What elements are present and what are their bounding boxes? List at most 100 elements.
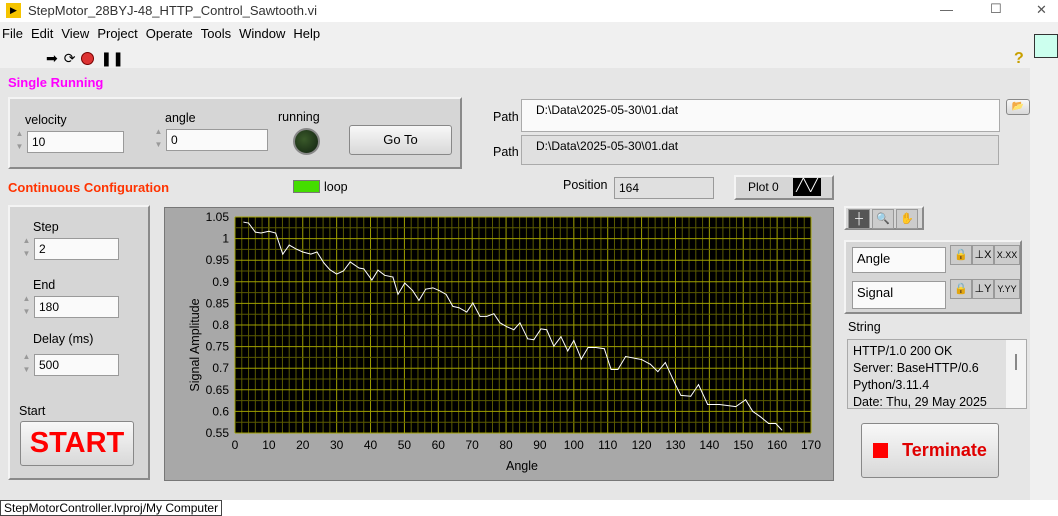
- string-indicator: HTTP/1.0 200 OK Server: BaseHTTP/0.6 Pyt…: [847, 339, 1027, 409]
- menu-file[interactable]: File: [2, 26, 23, 41]
- data-point: [452, 305, 454, 307]
- start-label: Start: [19, 404, 46, 418]
- loop-led: [293, 180, 320, 193]
- data-point: [358, 267, 360, 269]
- end-input[interactable]: 180: [34, 296, 119, 318]
- data-point: [625, 356, 627, 358]
- data-point: [397, 293, 399, 295]
- y-scale-name[interactable]: Signal: [852, 281, 946, 309]
- plot-legend[interactable]: Plot 0 ╱╲╱: [734, 175, 834, 200]
- data-point: [540, 328, 542, 330]
- data-point: [560, 336, 562, 338]
- data-point: [329, 269, 331, 271]
- data-point: [553, 345, 555, 347]
- data-point: [377, 269, 379, 271]
- y-format-button[interactable]: Y.YY: [994, 279, 1020, 299]
- velocity-label: velocity: [25, 113, 67, 127]
- menu-help[interactable]: Help: [293, 26, 321, 41]
- continuous-config-title: Continuous Configuration: [8, 180, 170, 195]
- help-icon[interactable]: ?: [1014, 50, 1024, 67]
- abort-icon[interactable]: [81, 52, 95, 65]
- data-point: [323, 262, 325, 264]
- close-button[interactable]: ✕: [1036, 2, 1047, 17]
- angle-stepper[interactable]: ▲ ▼: [154, 127, 163, 149]
- data-point: [243, 221, 245, 223]
- path-label-1: Path: [493, 110, 519, 124]
- menu-edit[interactable]: Edit: [30, 26, 54, 41]
- velocity-input[interactable]: 10: [27, 131, 124, 153]
- data-point: [363, 268, 365, 270]
- data-point: [649, 363, 651, 365]
- data-point: [342, 270, 344, 272]
- run-continuously-icon[interactable]: ⟳: [63, 50, 76, 66]
- title-bar: ▶ StepMotor_28BYJ-48_HTTP_Control_Sawtoo…: [0, 0, 1058, 22]
- terminate-button[interactable]: Terminate: [861, 423, 999, 478]
- step-label: Step: [33, 220, 59, 234]
- data-point: [472, 302, 474, 304]
- step-stepper[interactable]: ▲ ▼: [22, 236, 31, 258]
- x-autoscale-icon[interactable]: ⊥X: [972, 245, 994, 265]
- data-point: [479, 315, 481, 317]
- data-point: [499, 322, 501, 324]
- data-point: [519, 322, 521, 324]
- cursor-tool-icon[interactable]: ┼: [848, 209, 870, 229]
- path-label-2: Path: [493, 145, 519, 159]
- run-arrow-icon[interactable]: ➡: [46, 50, 58, 66]
- velocity-stepper[interactable]: ▲ ▼: [15, 129, 24, 151]
- data-point: [641, 359, 643, 361]
- x-tick-label: 140: [699, 438, 719, 452]
- single-running-title: Single Running: [8, 75, 104, 90]
- go-to-button[interactable]: Go To: [349, 125, 452, 155]
- x-tick-label: 50: [398, 438, 412, 452]
- delay-input[interactable]: 500: [34, 354, 119, 376]
- vi-icon: [1034, 34, 1058, 58]
- data-point: [587, 346, 589, 348]
- x-lock-icon[interactable]: 🔒: [950, 245, 972, 265]
- x-scale-name[interactable]: Angle: [852, 247, 946, 273]
- end-stepper[interactable]: ▲ ▼: [22, 294, 31, 316]
- x-format-button[interactable]: X.XX: [994, 245, 1020, 265]
- position-indicator: 164: [614, 177, 714, 199]
- menu-project[interactable]: Project: [97, 26, 138, 41]
- delay-stepper[interactable]: ▲ ▼: [22, 352, 31, 374]
- data-point: [295, 248, 297, 250]
- waveform-graph: 0 10 20 30 40 50 60 70 80 90 100 110 120 130 140 150 160…: [164, 207, 834, 481]
- menu-window[interactable]: Window: [239, 26, 286, 41]
- menu-view[interactable]: View: [61, 26, 90, 41]
- terminate-label: Terminate: [902, 440, 987, 460]
- data-point: [302, 251, 304, 253]
- path-control[interactable]: D:\Data\2025-05-30\01.dat: [521, 99, 1000, 132]
- string-line: Python/3.11.4: [853, 378, 930, 392]
- y-autoscale-icon[interactable]: ⊥Y: [972, 279, 994, 299]
- data-point: [275, 232, 277, 234]
- data-point: [371, 279, 373, 281]
- graph-palette: ┼ 🔍 ✋: [844, 206, 924, 230]
- data-point: [506, 326, 508, 328]
- data-point: [690, 395, 692, 397]
- pause-icon[interactable]: ❚❚: [100, 50, 124, 66]
- menu-operate[interactable]: Operate: [145, 26, 193, 41]
- x-tick-label: 80: [499, 438, 513, 452]
- y-lock-icon[interactable]: 🔒: [950, 279, 972, 299]
- angle-input[interactable]: 0: [166, 129, 268, 151]
- scale-legend: Angle 🔒 ⊥X X.XX Signal 🔒 ⊥Y Y.YY: [844, 240, 1022, 314]
- zoom-tool-icon[interactable]: 🔍: [872, 209, 894, 229]
- data-point: [384, 274, 386, 276]
- menu-tools[interactable]: Tools: [200, 26, 232, 41]
- data-point: [775, 422, 777, 424]
- string-scrollbar[interactable]: [1006, 340, 1026, 408]
- data-point: [657, 371, 659, 373]
- start-button[interactable]: START: [20, 421, 134, 466]
- minimize-button[interactable]: —: [940, 2, 953, 17]
- pan-hand-icon[interactable]: ✋: [896, 209, 918, 229]
- angle-label: angle: [165, 111, 196, 125]
- data-point: [745, 399, 747, 401]
- project-path: StepMotorController.lvproj/My Computer: [0, 500, 223, 516]
- step-input[interactable]: 2: [34, 238, 119, 260]
- data-point: [392, 276, 394, 278]
- maximize-button[interactable]: ☐: [990, 1, 1002, 16]
- data-point: [458, 307, 460, 309]
- data-point: [288, 244, 290, 246]
- browse-folder-button[interactable]: 📂: [1006, 99, 1030, 115]
- data-point: [567, 350, 569, 352]
